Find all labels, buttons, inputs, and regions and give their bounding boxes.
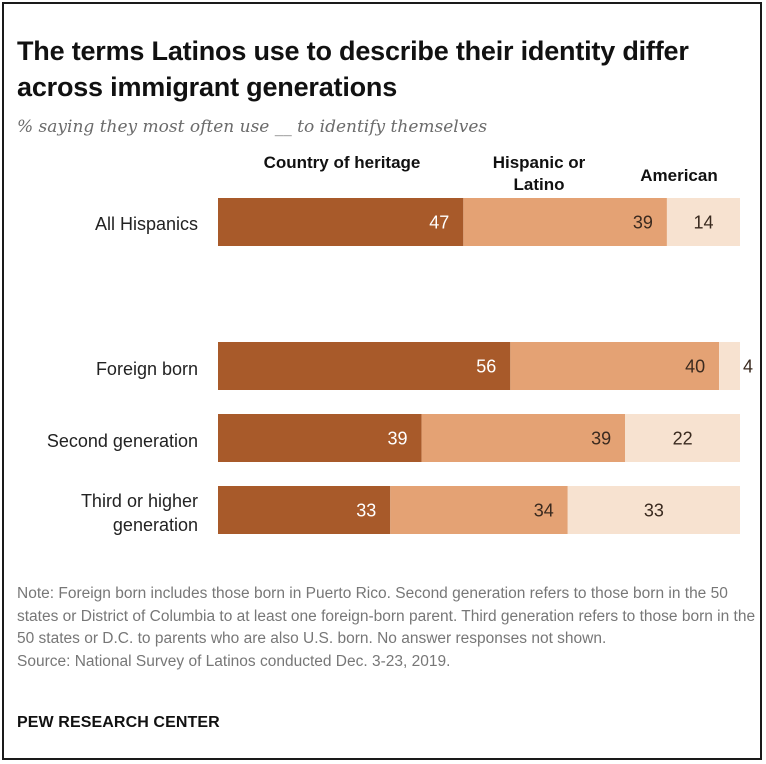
bar-all-hispanics-hispanic-or-latino: [463, 198, 667, 246]
chart-subtitle: % saying they most often use __ to ident…: [17, 117, 488, 137]
value-label-foreign-born-american: 4: [743, 357, 753, 377]
row-label-foreign-born: Foreign born: [95, 359, 198, 379]
bar-third-generation-country-of-heritage: [218, 486, 391, 534]
bar-foreign-born-country-of-heritage: [218, 342, 511, 390]
bar-all-hispanics-american: [666, 198, 740, 246]
value-label-all-hispanics-hispanic-or-latino: 39: [633, 213, 653, 233]
value-label-third-generation-country-of-heritage: 33: [356, 501, 376, 521]
row-label-all-hispanics: All Hispanics: [94, 214, 198, 234]
value-label-foreign-born-country-of-heritage: 56: [476, 357, 496, 377]
chart-title: The terms Latinos use to describe their …: [17, 36, 689, 102]
value-label-second-generation-country-of-heritage: 39: [388, 429, 408, 449]
source-text: Source: National Survey of Latinos condu…: [17, 652, 451, 670]
bar-second-generation-hispanic-or-latino: [421, 414, 626, 462]
value-label-third-generation-hispanic-or-latino: 34: [534, 501, 554, 521]
footnote: Note: Foreign born includes those born i…: [17, 583, 757, 673]
bar-third-generation-hispanic-or-latino: [390, 486, 568, 534]
legend-american: American: [640, 166, 718, 185]
value-label-second-generation-american: 22: [673, 429, 693, 449]
bar-second-generation-country-of-heritage: [218, 414, 422, 462]
org-logo-text: PEW RESEARCH CENTER: [17, 714, 220, 731]
value-label-foreign-born-hispanic-or-latino: 40: [685, 357, 705, 377]
row-label-third-generation: Third or higher generation: [80, 491, 198, 535]
legend-hispanic-or-latino: Hispanic or Latino: [492, 153, 586, 194]
bar-third-generation-american: [567, 486, 740, 534]
value-label-all-hispanics-country-of-heritage: 47: [429, 213, 449, 233]
bar-second-generation-american: [625, 414, 740, 462]
note-text: Note: Foreign born includes those born i…: [17, 585, 756, 647]
value-label-second-generation-hispanic-or-latino: 39: [591, 429, 611, 449]
row-label-second-generation: Second generation: [46, 431, 198, 451]
bar-foreign-born-hispanic-or-latino: [510, 342, 720, 390]
value-label-all-hispanics-american: 14: [693, 213, 713, 233]
legend-country-of-heritage: Country of heritage: [263, 153, 421, 172]
value-label-third-generation-american: 33: [644, 501, 664, 521]
stacked-bar-chart: 47 39 14 56 40 4 39 39 22 33 34 33: [218, 198, 753, 534]
bar-foreign-born-american: [719, 342, 740, 390]
bar-all-hispanics-country-of-heritage: [218, 198, 464, 246]
